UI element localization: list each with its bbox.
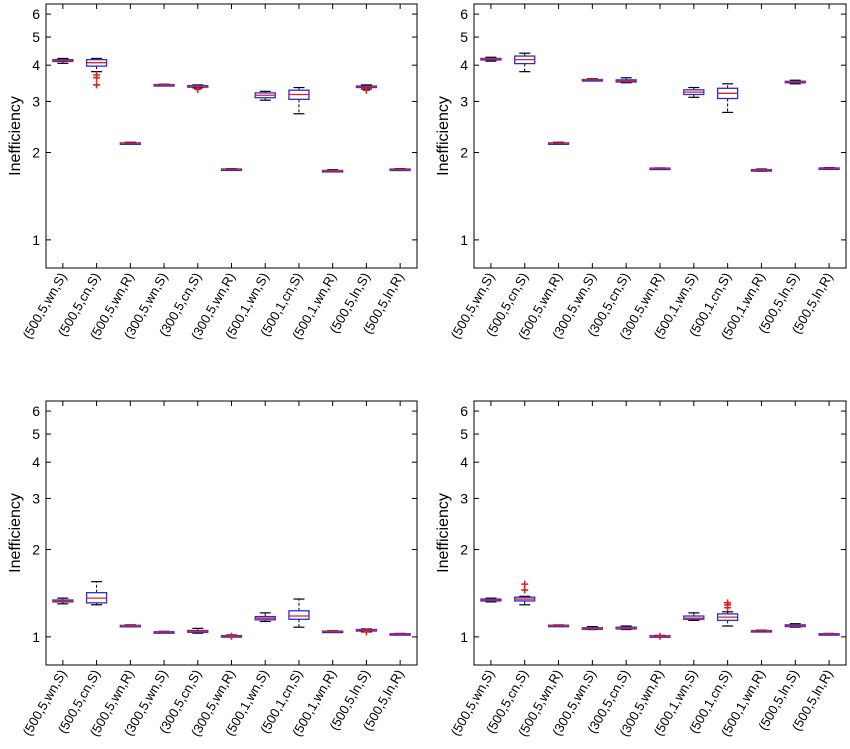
outlier-marker [194,85,202,93]
y-tick-label: 5 [32,29,40,45]
outlier-marker [724,599,732,607]
box-(500,5,ln,R) [389,632,411,636]
box-(300,5,wn,S) [153,83,175,87]
outlier-marker [93,81,101,89]
y-tick-label: 2 [32,145,40,161]
plot-frame [45,400,418,666]
y-tick-label: 4 [460,454,468,470]
box-(500,5,wn,S) [480,597,502,603]
y-tick-label: 6 [460,6,468,22]
box-(500,1,wn,S) [683,612,705,621]
box-(500,5,cn,S) [514,580,536,606]
box-(500,5,cn,S) [85,581,108,606]
box-(500,1,wn,S) [254,90,276,101]
box-(500,5,wn,R) [547,141,570,145]
box-(500,5,wn,S) [480,56,502,62]
y-axis-label: Inefficiency [7,96,24,176]
outlier-marker [521,586,529,594]
box-(500,5,ln,R) [818,632,840,636]
y-tick-label: 5 [460,29,468,45]
box-(500,5,ln,S) [784,623,806,628]
boxplot-panel-3: 123456Inefficiency(500,5,wn,S)(500,5,cn,… [7,400,418,739]
box-(500,1,wn,S) [683,86,705,98]
outlier-marker [656,632,664,640]
outlier-marker [362,86,370,94]
box-(300,5,cn,S) [615,625,637,631]
y-tick-label: 6 [32,6,40,22]
y-tick-label: 3 [460,93,468,109]
y-axis-label: Inefficiency [435,96,452,176]
y-tick-label: 6 [32,403,40,419]
plot-frame [45,3,418,269]
box-(500,5,wn,R) [547,624,570,628]
box-(500,1,cn,S) [288,86,310,115]
box-(300,5,wn,R) [649,632,671,640]
box-(500,5,cn,S) [85,57,108,89]
outlier-marker [93,74,101,82]
y-tick-label: 1 [32,629,40,645]
box-(300,5,cn,S) [187,84,209,93]
y-axis-label: Inefficiency [7,493,24,573]
box-(300,5,wn,S) [153,630,175,634]
box-(500,5,wn,S) [52,597,74,605]
box-(500,5,ln,S) [784,79,806,85]
box-(500,1,wn,R) [322,169,344,173]
y-tick-label: 1 [32,232,40,248]
y-tick-label: 3 [32,490,40,506]
outlier-marker [228,632,235,640]
y-tick-label: 5 [32,426,40,442]
outlier-marker [362,628,370,636]
box-(500,1,wn,R) [750,629,773,633]
box-(500,5,cn,S) [514,52,536,73]
boxplot-panel-2: 123456Inefficiency(500,5,wn,S)(500,5,cn,… [435,3,847,342]
box-(500,1,wn,S) [254,612,276,623]
box-(500,1,cn,S) [288,598,310,628]
box-(500,5,wn,R) [119,141,141,145]
y-tick-label: 4 [460,57,468,73]
box-(300,5,cn,S) [187,627,209,634]
box-(500,5,wn,R) [119,624,141,628]
y-tick-label: 5 [460,426,468,442]
box-(500,5,wn,S) [52,57,74,64]
y-tick-label: 4 [32,454,40,470]
box-(500,1,wn,R) [322,630,344,634]
box-(500,5,ln,R) [818,166,840,171]
y-tick-label: 2 [460,145,468,161]
plot-frame [473,3,847,269]
box-(300,5,wn,S) [581,78,604,82]
boxplot-panel-1: 123456Inefficiency(500,5,wn,S)(500,5,cn,… [7,3,418,342]
boxplot-panel-4: 123456Inefficiency(500,5,wn,S)(500,5,cn,… [435,400,847,739]
y-tick-label: 6 [460,403,468,419]
box-(300,5,wn,R) [220,168,243,172]
box-(500,1,cn,S) [716,83,739,114]
y-axis-label: Inefficiency [435,493,452,573]
box-(500,5,ln,S) [355,628,378,636]
box-(300,5,wn,R) [649,167,671,171]
box-(300,5,wn,S) [581,625,604,631]
box-(500,5,ln,R) [389,168,411,172]
y-tick-label: 1 [460,629,468,645]
y-tick-label: 3 [32,93,40,109]
box-(500,5,ln,S) [355,84,378,94]
box-(500,1,wn,R) [750,168,773,172]
outlier-marker [521,580,529,588]
y-tick-label: 2 [460,542,468,558]
y-tick-label: 1 [460,232,468,248]
y-tick-label: 2 [32,542,40,558]
box-(300,5,cn,S) [615,77,637,84]
box-(500,1,cn,S) [716,599,739,627]
y-tick-label: 4 [32,57,40,73]
y-tick-label: 3 [460,490,468,506]
box-body [288,610,310,620]
box-(300,5,wn,R) [220,632,243,640]
